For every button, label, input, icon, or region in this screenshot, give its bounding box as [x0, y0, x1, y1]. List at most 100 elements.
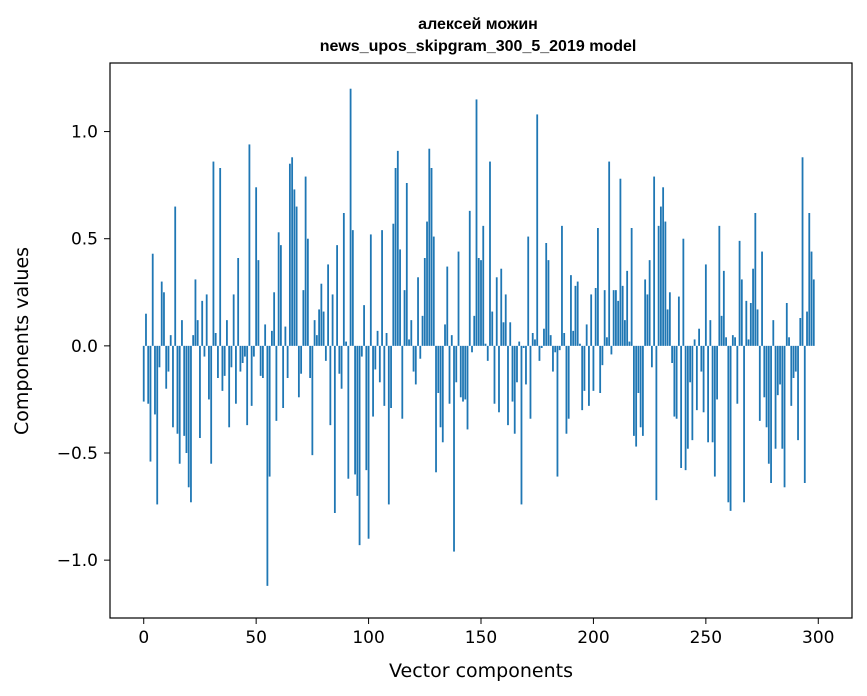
- bar: [664, 221, 667, 346]
- bar: [309, 345, 312, 378]
- bar: [702, 345, 705, 413]
- bar: [682, 238, 685, 346]
- bar: [657, 225, 660, 346]
- bar: [662, 187, 665, 346]
- bar: [641, 345, 644, 436]
- bar: [329, 345, 332, 426]
- bar: [531, 333, 534, 346]
- bar: [208, 345, 210, 400]
- bar: [477, 258, 480, 346]
- bar: [423, 258, 426, 346]
- bar: [684, 345, 687, 471]
- bar: [160, 281, 163, 346]
- bar: [315, 335, 318, 346]
- bar: [588, 345, 590, 406]
- bar: [502, 322, 505, 346]
- bar: [367, 345, 370, 539]
- bar: [457, 251, 460, 346]
- bar: [756, 309, 759, 346]
- bar: [601, 345, 604, 366]
- bar: [387, 345, 390, 505]
- bar: [196, 320, 199, 346]
- bar: [808, 213, 811, 346]
- bar: [606, 337, 608, 346]
- bar: [626, 270, 629, 346]
- bar: [156, 345, 159, 505]
- bar: [671, 345, 674, 363]
- bar: [644, 279, 647, 346]
- bar: [228, 345, 231, 428]
- bar: [185, 345, 188, 453]
- bar: [194, 279, 197, 346]
- bar: [747, 339, 750, 346]
- bar: [167, 345, 170, 372]
- x-tick-label: 50: [245, 628, 267, 648]
- bar: [797, 345, 799, 441]
- bar: [392, 223, 395, 346]
- bar: [491, 311, 494, 346]
- bar: [320, 283, 323, 346]
- bar: [385, 333, 388, 346]
- bar: [270, 330, 273, 346]
- bar: [435, 345, 437, 473]
- bar: [619, 178, 622, 346]
- x-tick-label: 150: [465, 628, 497, 648]
- bar: [262, 345, 264, 378]
- bar: [279, 245, 282, 346]
- bar: [774, 345, 777, 449]
- bar: [264, 324, 267, 346]
- bar: [810, 251, 813, 346]
- bar: [444, 324, 446, 346]
- bar: [547, 260, 550, 346]
- bar: [761, 251, 763, 346]
- bar: [770, 345, 772, 483]
- bar: [403, 290, 406, 346]
- bar: [794, 345, 797, 372]
- bar: [628, 341, 631, 346]
- bar: [237, 258, 240, 346]
- bar: [311, 345, 314, 456]
- bar: [534, 339, 536, 346]
- bar: [378, 345, 381, 383]
- bar: [788, 337, 790, 346]
- bar: [230, 345, 233, 368]
- bar: [214, 333, 217, 346]
- bar: [187, 345, 190, 488]
- bar: [336, 245, 338, 346]
- x-axis-ticks: 0 50 100 150 200 250 300: [138, 618, 834, 648]
- bar: [713, 345, 716, 477]
- bar: [633, 345, 635, 436]
- bar: [192, 335, 195, 346]
- bar: [223, 345, 226, 376]
- bar: [722, 270, 725, 346]
- bar: [592, 345, 595, 391]
- bar: [428, 148, 431, 346]
- bar: [450, 335, 453, 346]
- bar: [437, 345, 440, 393]
- bar: [376, 330, 379, 346]
- bar: [498, 345, 500, 413]
- bar: [219, 168, 222, 346]
- bar: [154, 345, 156, 415]
- bar: [174, 206, 177, 346]
- bar: [284, 326, 287, 346]
- bar: [480, 260, 482, 346]
- bar: [347, 345, 350, 479]
- bar: [527, 236, 530, 346]
- bar: [356, 345, 359, 496]
- bar: [734, 337, 736, 346]
- bar: [419, 345, 422, 359]
- bar: [235, 345, 237, 404]
- bar: [720, 315, 723, 346]
- bar: [241, 345, 244, 363]
- bar: [484, 343, 487, 346]
- bar: [426, 221, 428, 346]
- bar: [304, 176, 307, 346]
- bar: [172, 345, 174, 428]
- bar: [500, 268, 503, 346]
- bar: [677, 296, 680, 346]
- bar: [646, 294, 649, 346]
- bar: [412, 345, 415, 372]
- bar: [738, 240, 741, 346]
